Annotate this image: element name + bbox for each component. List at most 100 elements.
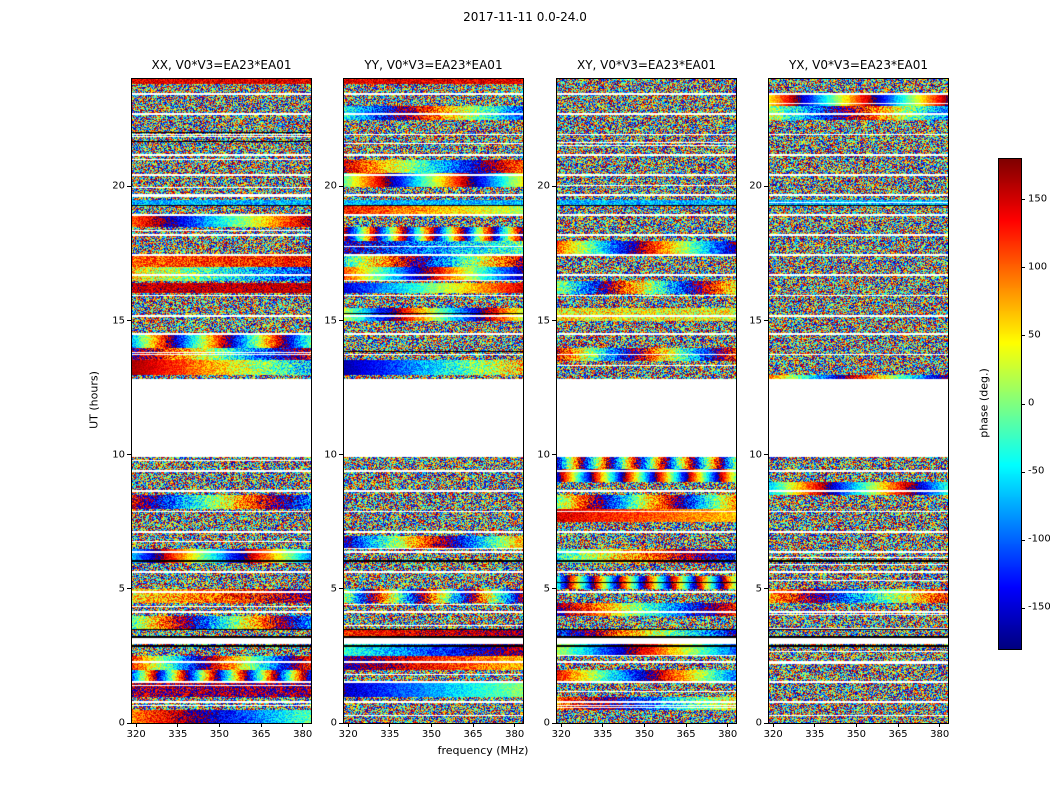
colorbar-tick-label: 0 xyxy=(1028,397,1035,409)
y-tick-label: 5 xyxy=(543,583,550,595)
x-tick-label: 365 xyxy=(463,729,483,740)
x-tick-label: 365 xyxy=(676,729,696,740)
y-tick-label: 20 xyxy=(112,180,125,192)
y-tick xyxy=(339,185,343,187)
y-tick-label: 5 xyxy=(118,583,125,595)
y-tick xyxy=(552,722,556,724)
colorbar-tick xyxy=(1021,403,1025,405)
x-tick xyxy=(897,723,899,727)
colorbar-tick-label: -150 xyxy=(1028,601,1050,613)
y-tick xyxy=(339,722,343,724)
y-tick xyxy=(552,320,556,321)
colorbar-tick-label: -100 xyxy=(1028,533,1050,545)
y-tick-label: 0 xyxy=(330,717,337,729)
x-tick-label: 320 xyxy=(338,729,358,740)
x-tick-label: 320 xyxy=(763,729,783,740)
y-tick xyxy=(552,588,556,590)
colorbar-tick xyxy=(1021,267,1025,269)
colorbar-tick xyxy=(1021,335,1025,337)
heatmap-xx xyxy=(132,79,311,723)
y-tick-label: 15 xyxy=(112,315,125,326)
y-tick xyxy=(127,185,131,187)
colorbar-tick-label: 150 xyxy=(1028,193,1048,205)
x-tick-label: 320 xyxy=(551,729,571,740)
x-tick xyxy=(389,723,391,727)
y-tick-label: 20 xyxy=(537,180,550,192)
x-tick-label: 350 xyxy=(634,729,654,740)
heatmap-yy xyxy=(344,79,523,723)
colorbar-tick-label: 100 xyxy=(1028,261,1048,273)
x-tick xyxy=(602,723,604,727)
y-tick xyxy=(552,185,556,187)
y-tick xyxy=(127,722,131,724)
x-tick-label: 320 xyxy=(126,729,146,740)
y-tick-label: 15 xyxy=(324,315,337,326)
y-tick-label: 15 xyxy=(537,315,550,326)
x-tick xyxy=(814,723,816,727)
panel-title-yy: YY, V0*V3=EA23*EA01 xyxy=(364,58,503,72)
y-tick-label: 5 xyxy=(755,583,762,595)
y-tick-label: 5 xyxy=(330,583,337,595)
x-tick xyxy=(135,723,137,727)
y-tick-label: 10 xyxy=(324,449,337,461)
x-tick-label: 365 xyxy=(251,729,271,740)
colorbar-tick xyxy=(1021,539,1025,541)
colorbar-tick xyxy=(1021,199,1025,201)
y-tick-label: 10 xyxy=(749,449,762,461)
x-tick-label: 365 xyxy=(888,729,908,740)
x-tick xyxy=(514,723,516,727)
x-tick xyxy=(727,723,729,727)
y-tick-label: 0 xyxy=(755,717,762,729)
y-axis-label: UT (hours) xyxy=(87,371,101,429)
y-tick xyxy=(339,454,343,456)
y-tick xyxy=(764,185,768,187)
heatmap-xy xyxy=(557,79,736,723)
y-tick xyxy=(764,588,768,590)
y-tick xyxy=(764,722,768,724)
x-tick-label: 350 xyxy=(209,729,229,740)
x-tick xyxy=(302,723,304,727)
panel-title-xy: XY, V0*V3=EA23*EA01 xyxy=(576,58,717,72)
x-tick-label: 335 xyxy=(168,729,188,740)
y-tick xyxy=(339,588,343,590)
x-tick-label: 380 xyxy=(718,729,738,740)
panel-title-xx: XX, V0*V3=EA23*EA01 xyxy=(151,58,292,72)
colorbar-tick xyxy=(1021,607,1025,609)
y-tick-label: 15 xyxy=(749,315,762,326)
x-tick xyxy=(939,723,941,727)
x-tick-label: 335 xyxy=(593,729,613,740)
y-tick xyxy=(127,454,131,456)
colorbar xyxy=(998,158,1025,650)
colorbar-label: phase (deg.) xyxy=(977,368,991,438)
x-tick xyxy=(643,723,645,727)
y-tick-label: 0 xyxy=(118,717,125,729)
x-tick xyxy=(177,723,179,727)
y-tick xyxy=(127,320,131,321)
y-tick-label: 20 xyxy=(749,180,762,192)
x-tick-label: 380 xyxy=(505,729,525,740)
y-tick xyxy=(127,588,131,590)
x-tick xyxy=(218,723,220,727)
x-tick-label: 335 xyxy=(805,729,825,740)
x-tick xyxy=(685,723,687,727)
y-tick-label: 0 xyxy=(543,717,550,729)
x-tick xyxy=(347,723,349,727)
figure-title: 2017-11-11 0.0-24.0 xyxy=(463,10,587,24)
x-tick-label: 380 xyxy=(293,729,313,740)
panel-yx: YX, V0*V3=EA23*EA01 320 335 350 365 380 0 5 10 1… xyxy=(749,58,949,740)
panel-yy: YY, V0*V3=EA23*EA01 320 335 350 365 380 0 5 10 1… xyxy=(324,58,524,740)
y-tick xyxy=(552,454,556,456)
x-tick xyxy=(772,723,774,727)
x-tick xyxy=(855,723,857,727)
x-tick-label: 335 xyxy=(380,729,400,740)
colorbar-tick-label: 50 xyxy=(1028,329,1041,341)
x-tick-label: 380 xyxy=(930,729,950,740)
y-tick xyxy=(339,320,343,321)
colorbar-gradient xyxy=(999,159,1021,649)
panel-xy: XY, V0*V3=EA23*EA01 320 335 350 365 380 0 5 10 1… xyxy=(537,58,737,740)
y-tick xyxy=(764,320,768,321)
y-tick-label: 10 xyxy=(112,449,125,461)
x-tick xyxy=(260,723,262,727)
y-tick-label: 10 xyxy=(537,449,550,461)
